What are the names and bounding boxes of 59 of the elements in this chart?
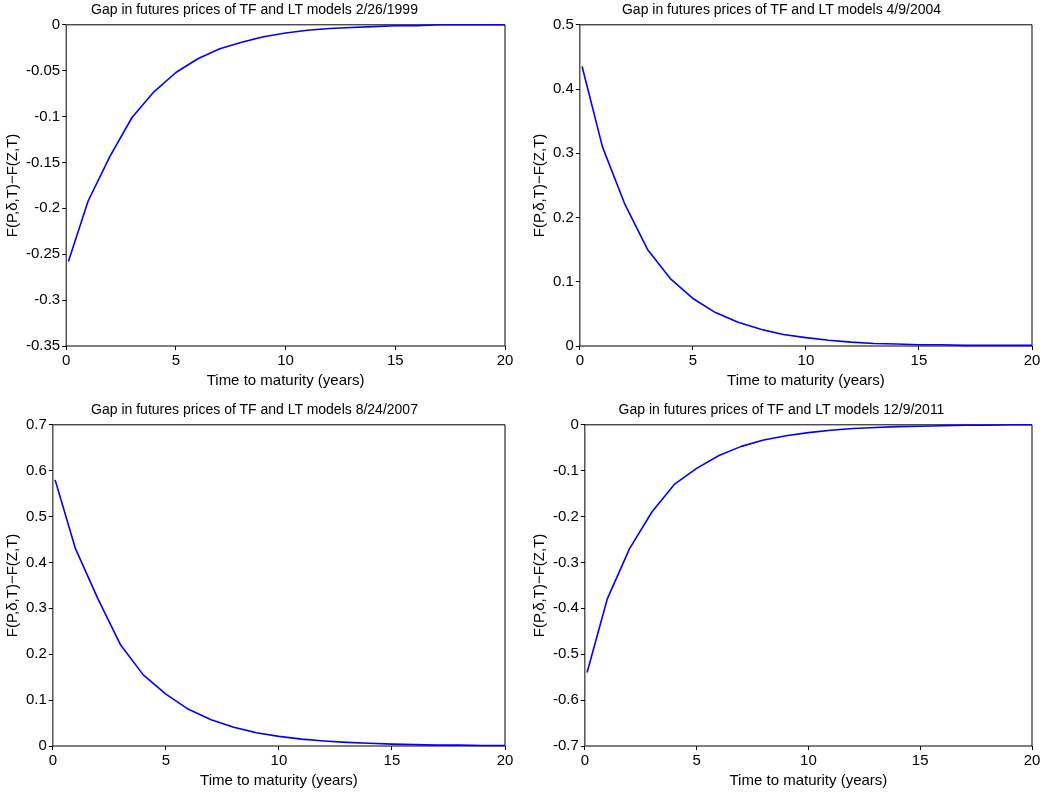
x-tick-label: 15	[383, 751, 401, 769]
x-tick-label: 10	[797, 351, 815, 369]
y-tick-label: -0.35	[25, 336, 61, 354]
y-tick-label: -0.3	[552, 552, 579, 570]
x-tick-label: 20	[1023, 351, 1041, 369]
chart-title: Gap in futures prices of TF and LT models 8/24/2007	[91, 401, 419, 418]
y-tick-label: 0	[51, 14, 61, 32]
y-tick-label: -0.5	[552, 644, 579, 662]
y-tick-label: 0.3	[552, 143, 574, 161]
y-tick-label: -0.7	[552, 736, 579, 754]
y-tick-label: 0.4	[25, 552, 47, 570]
y-tick-label: -0.05	[25, 60, 61, 78]
x-tick-label: 15	[911, 751, 929, 769]
x-tick-label: 5	[688, 351, 698, 369]
x-tick-label: 15	[386, 351, 404, 369]
y-axis-title: F(P,δ,T)−F(Z,T)	[530, 133, 548, 238]
x-tick-label: 10	[270, 751, 288, 769]
y-tick-label: -0.6	[552, 690, 579, 708]
y-tick-label: 0.3	[25, 598, 47, 616]
chart-title: Gap in futures prices of TF and LT models 4/9/2004	[621, 1, 942, 18]
x-axis-title: Time to maturity (years)	[729, 771, 888, 789]
y-tick-label: -0.4	[552, 598, 579, 616]
y-tick-label: -0.3	[34, 290, 61, 308]
y-tick-label: 0	[38, 736, 47, 754]
y-tick-label: 0.7	[25, 414, 47, 432]
x-tick-label: 20	[1023, 751, 1041, 769]
x-tick-label: 20	[496, 751, 514, 769]
y-tick-label: 0	[570, 414, 579, 432]
y-axis-title: F(P,δ,T)−F(Z,T)	[3, 133, 21, 238]
y-tick-label: -0.15	[25, 152, 61, 170]
x-tick-label: 5	[171, 351, 181, 369]
y-tick-label: 0	[565, 336, 574, 354]
y-tick-label: -0.1	[34, 106, 61, 124]
x-tick-label: 0	[580, 751, 590, 769]
y-tick-label: 0.4	[552, 79, 574, 97]
y-tick-label: 0.2	[25, 644, 47, 662]
x-axis-title: Time to maturity (years)	[200, 771, 358, 789]
y-tick-label: 0.1	[552, 271, 574, 289]
x-tick-label: 15	[910, 351, 928, 369]
x-tick-label: 20	[496, 351, 514, 369]
x-tick-label: 5	[692, 751, 701, 769]
y-tick-label: 0.2	[552, 207, 574, 225]
y-tick-label: -0.1	[552, 460, 579, 478]
chart-title: Gap in futures prices of TF and LT models 12/9/2011	[618, 401, 945, 418]
y-tick-label: -0.2	[552, 506, 579, 524]
y-tick-label: -0.25	[25, 244, 61, 262]
y-tick-label: 0.5	[552, 14, 574, 32]
x-tick-label: 10	[800, 751, 817, 769]
x-tick-label: 5	[161, 751, 171, 769]
y-tick-label: 0.5	[25, 506, 47, 524]
x-tick-label: 10	[277, 351, 294, 369]
chart-title: Gap in futures prices of TF and LT models 2/26/1999	[91, 1, 419, 18]
y-tick-label: 0.1	[25, 690, 47, 708]
x-axis-title: Time to maturity (years)	[727, 371, 885, 389]
y-tick-label: -0.2	[34, 198, 61, 216]
y-axis-title: F(P,δ,T)−F(Z,T)	[3, 533, 21, 638]
y-axis-title: F(P,δ,T)−F(Z,T)	[530, 533, 548, 638]
x-axis-title: Time to maturity (years)	[206, 371, 365, 389]
y-tick-label: 0.6	[25, 460, 47, 478]
